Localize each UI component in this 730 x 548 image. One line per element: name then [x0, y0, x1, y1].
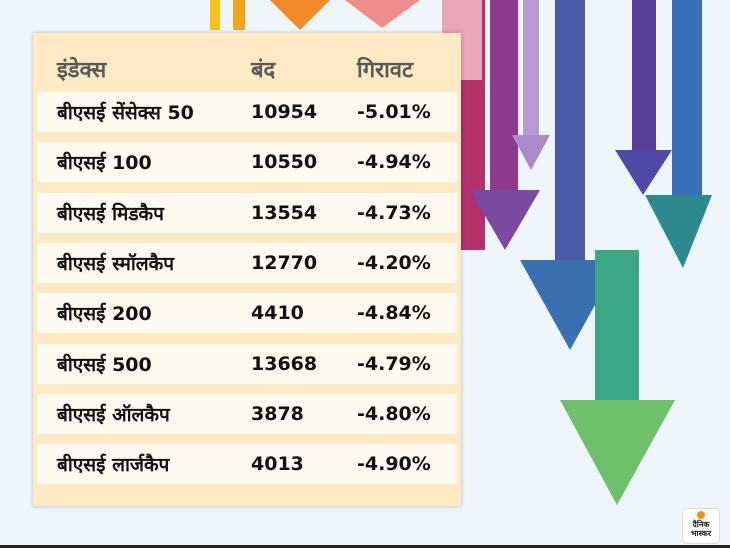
index-name: बीएसई 500	[57, 353, 152, 376]
table-row: बीएसई 100 10550 -4.94%	[37, 142, 457, 183]
table-header: इंडेक्स बंद गिरावट	[33, 49, 461, 89]
index-name: बीएसई 200	[57, 303, 152, 326]
index-name: बीएसई लार्जकैप	[57, 454, 170, 477]
table-row: बीएसई ऑलकैप 3878 -4.80%	[37, 393, 457, 434]
header-index: इंडेक्स	[57, 58, 107, 83]
arrow-yellow	[210, 0, 245, 30]
dainik-bhaskar-logo: दैनिक भास्कर	[682, 508, 720, 544]
fall-percent: -4.79%	[357, 352, 431, 375]
index-name: बीएसई 100	[57, 152, 152, 175]
index-table: इंडेक्स बंद गिरावट बीएसई सेंसेक्स 50 1095…	[33, 33, 461, 506]
table-row: बीएसई 200 4410 -4.84%	[37, 293, 457, 334]
header-fall: गिरावट	[357, 58, 414, 83]
arrow-orange	[270, 0, 330, 30]
index-name: बीएसई मिडकैप	[57, 202, 164, 225]
fall-percent: -4.94%	[357, 151, 431, 174]
arrow-pink	[345, 0, 420, 28]
index-name: बीएसई सेंसेक्स 50	[57, 102, 194, 124]
close-value: 4410	[251, 302, 304, 325]
arrow-green	[560, 250, 675, 505]
fall-percent: -4.80%	[357, 402, 431, 425]
fall-percent: -4.20%	[357, 251, 431, 274]
fall-percent: -4.73%	[357, 201, 431, 224]
table-row: बीएसई मिडकैप 13554 -4.73%	[37, 192, 457, 233]
table-row: बीएसई लार्जकैप 4013 -4.90%	[37, 444, 457, 485]
table-row: बीएसई 500 13668 -4.79%	[37, 343, 457, 384]
close-value: 13668	[251, 352, 318, 375]
header-close: बंद	[251, 58, 276, 83]
close-value: 12770	[251, 251, 318, 274]
index-name: बीएसई ऑलकैप	[57, 403, 170, 426]
fall-percent: -4.90%	[357, 453, 431, 476]
close-value: 13554	[251, 201, 318, 224]
table-row: बीएसई स्मॉलकैप 12770 -4.20%	[37, 242, 457, 283]
close-value: 3878	[251, 402, 304, 425]
close-value: 4013	[251, 453, 304, 476]
close-value: 10954	[251, 101, 318, 123]
arrow-purple	[470, 0, 540, 250]
table-row: बीएसई सेंसेक्स 50 10954 -5.01%	[37, 92, 457, 132]
fall-percent: -5.01%	[357, 101, 431, 123]
arrow-teal	[645, 0, 712, 268]
fall-percent: -4.84%	[357, 302, 431, 325]
index-name: बीएसई स्मॉलकैप	[57, 252, 175, 275]
bottom-border	[0, 545, 730, 548]
arrow-lilac	[512, 0, 550, 170]
close-value: 10550	[251, 151, 318, 174]
arrow-violet	[615, 0, 672, 195]
